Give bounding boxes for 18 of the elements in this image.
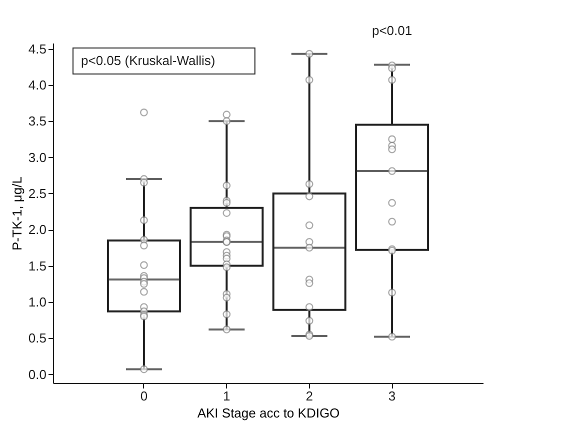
x-axis-title: AKI Stage acc to KDIGO [197, 406, 340, 420]
y-tick-label: 1.0 [28, 294, 46, 310]
annotation: p<0.05 (Kruskal-Wallis) [81, 53, 216, 68]
y-tick-label: 1.5 [28, 258, 46, 274]
y-tick-label: 3.0 [28, 150, 46, 165]
y-tick-label: 4.0 [28, 77, 46, 92]
text: p<0.01 [372, 23, 412, 38]
y-tick-label: 0.5 [28, 330, 46, 346]
x-tick-label: 3 [388, 388, 396, 404]
y-tick-label: 3.5 [28, 114, 46, 129]
y-tick-label: 4.5 [28, 41, 46, 56]
y-tick-label: 0.0 [28, 366, 46, 382]
y-axis-title: P-TK-1, μg/L [9, 176, 24, 250]
y-tick-label: 2.5 [28, 186, 46, 201]
x-tick-label: 2 [306, 388, 313, 404]
y-tick-label: 2.0 [28, 222, 46, 238]
x-tick-label: 1 [223, 388, 230, 404]
x-tick-label: 0 [140, 388, 148, 404]
